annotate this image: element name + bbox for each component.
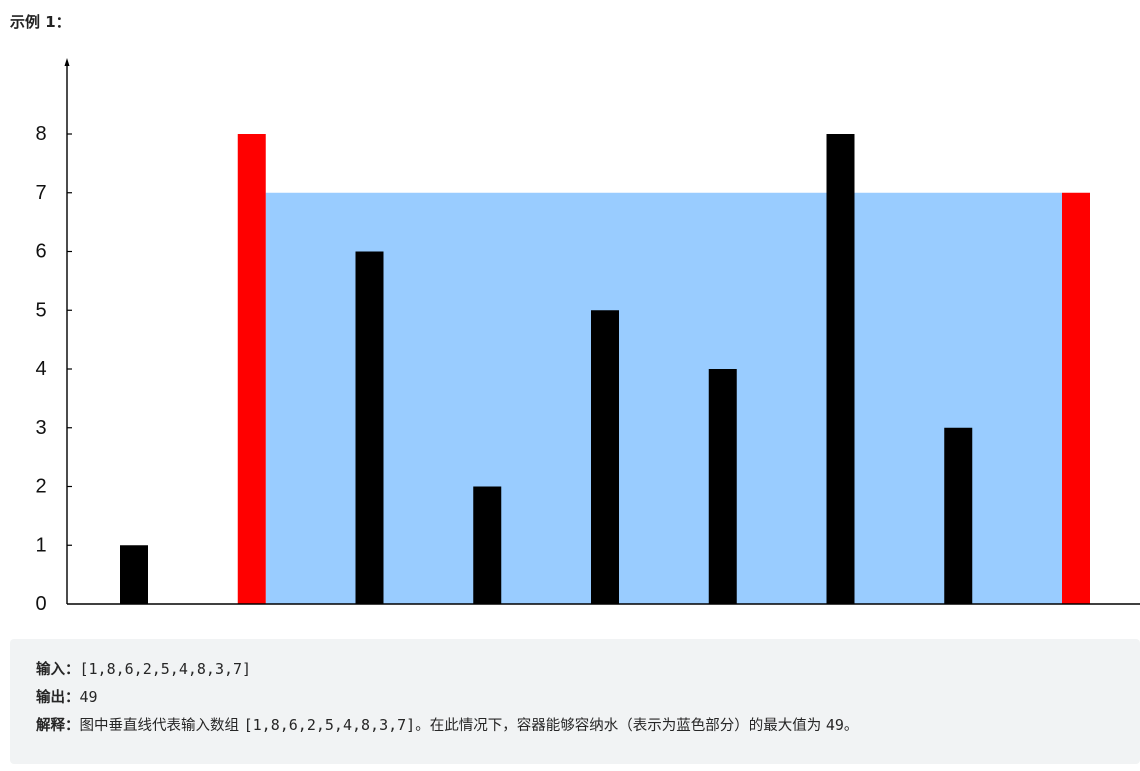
input-line: 输入：[1,8,6,2,5,4,8,3,7]	[36, 655, 1140, 683]
y-tick-label: 5	[35, 299, 46, 321]
explanation-array: [1,8,6,2,5,4,8,3,7]	[243, 716, 416, 734]
output-line: 输出：49	[36, 683, 1140, 711]
explanation-text: 图中垂直线代表输入数组	[79, 718, 244, 734]
container-wall-bar	[237, 134, 266, 604]
container-chart: 0 1 2 3 4 5 6 7 8	[35, 58, 1140, 615]
y-tick-label: 4	[35, 358, 46, 380]
output-value: 49	[79, 688, 98, 706]
example-heading: 示例 1：	[10, 13, 71, 31]
y-tick-label: 7	[35, 182, 46, 204]
bar	[944, 427, 973, 604]
explanation-end: 。	[843, 718, 859, 734]
y-tick-label: 2	[35, 476, 46, 498]
bar	[591, 310, 619, 604]
y-tick-label: 0	[35, 593, 46, 615]
explanation-text-2: 。在此情况下，容器能够容纳水（表示为蓝色部分）的最大值为	[415, 718, 826, 734]
explanation-line: 解释：图中垂直线代表输入数组 [1,8,6,2,5,4,8,3,7]。在此情况下…	[36, 711, 1140, 739]
bar	[708, 369, 737, 604]
bar	[355, 251, 384, 604]
bar	[120, 545, 148, 604]
explanation-result: 49	[825, 716, 844, 734]
y-axis-arrow	[64, 58, 70, 66]
container-wall-bar	[1062, 192, 1090, 604]
bar	[826, 134, 855, 604]
example-block: 输入：[1,8,6,2,5,4,8,3,7] 输出：49 解释：图中垂直线代表输…	[10, 639, 1140, 764]
input-value: [1,8,6,2,5,4,8,3,7]	[79, 660, 252, 678]
y-tick-label: 3	[35, 417, 46, 439]
bar	[473, 486, 502, 604]
water-area	[265, 192, 1062, 604]
input-label: 输入：	[36, 662, 80, 678]
explanation-label: 解释：	[36, 718, 80, 734]
y-tick-label: 6	[35, 241, 46, 263]
output-label: 输出：	[36, 690, 80, 706]
y-tick-label: 8	[35, 123, 46, 145]
y-tick-label: 1	[35, 534, 46, 556]
